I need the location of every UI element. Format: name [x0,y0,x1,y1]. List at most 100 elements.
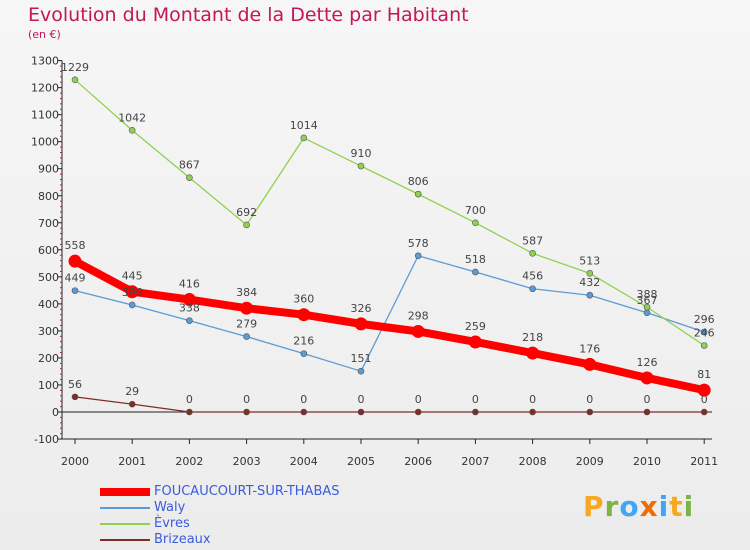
data-point [643,309,651,317]
data-label: 1229 [61,61,89,74]
data-point [529,250,536,257]
data-label: 587 [522,234,543,247]
data-label: 29 [125,385,139,398]
logo-letter: t [669,490,684,523]
data-label: 279 [236,318,257,331]
series-line [71,257,709,395]
data-label: 298 [408,309,429,322]
y-tick-label: 900 [38,163,59,176]
y-tick-label: 100 [38,379,59,392]
legend-label: FOUCAUCOURT-SUR-THABAS [154,484,340,499]
data-label: 151 [351,352,372,365]
y-tick-label: -100 [34,433,59,446]
legend-label: Brizeaux [154,532,211,547]
chart-title: Evolution du Montant de la Dette par Hab… [28,4,469,26]
data-label: 56 [68,378,82,391]
data-point [300,134,308,142]
data-label: 259 [465,320,486,333]
data-point [472,408,479,416]
data-point [529,285,536,293]
x-tick-label: 2009 [576,455,604,468]
legend-swatch [100,507,150,509]
series-line [74,396,705,413]
data-label: 692 [236,206,257,219]
data-label: 218 [522,331,543,344]
data-point [468,335,482,349]
logo-letter: P [583,490,605,523]
data-point [128,301,136,309]
data-label: 910 [351,147,372,160]
legend-item: Waly [100,500,340,516]
logo-letter: o [619,490,640,523]
data-label: 578 [408,237,429,250]
y-tick-label: 200 [38,352,59,365]
data-label: 456 [522,270,543,283]
data-label: 518 [465,253,486,266]
data-point [700,342,708,349]
x-tick-label: 2011 [690,455,718,468]
x-tick-label: 2000 [61,455,89,468]
data-label: 1014 [290,119,318,132]
series-line [74,255,705,372]
data-label: 0 [586,393,593,406]
data-point [128,400,136,408]
data-point [357,408,365,416]
data-point [414,408,422,416]
data-point [643,408,651,416]
legend-swatch [100,539,150,541]
y-tick-label: 400 [38,298,59,311]
series-line [74,79,705,347]
data-label: 388 [637,288,658,301]
logo-letter: i [658,490,670,523]
data-label: 0 [358,393,365,406]
data-point [297,308,311,322]
data-point [300,350,308,357]
data-point [640,371,654,385]
data-label: 867 [179,159,200,172]
data-point [186,174,193,181]
y-tick-label: 600 [38,244,59,257]
data-point [586,270,594,277]
x-tick-label: 2003 [233,455,261,468]
data-label: 1042 [118,111,146,124]
data-point [411,324,425,338]
data-label: 416 [179,278,200,291]
y-tick-label: 800 [38,190,59,203]
data-point [354,317,368,331]
logo-letter: x [639,490,659,523]
data-label: 558 [65,239,86,252]
y-tick-label: 1200 [31,82,59,95]
data-point [583,357,597,371]
data-label: 81 [697,368,711,381]
data-point [68,254,82,268]
legend-swatch [100,523,150,525]
y-tick-label: 1000 [31,136,59,149]
data-point [357,162,365,170]
data-label: 326 [351,302,372,315]
data-label: 0 [243,393,250,406]
data-label: 396 [122,286,143,299]
data-label: 216 [293,335,314,348]
data-label: 367 [637,294,658,307]
data-label: 432 [579,276,600,289]
data-point [357,367,365,375]
y-tick-label: 1100 [31,109,59,122]
legend: FOUCAUCOURT-SUR-THABAS Waly Èvres Brizea… [100,484,340,548]
data-label: 176 [579,342,600,355]
data-label: 296 [694,313,715,326]
x-tick-label: 2002 [175,455,203,468]
logo-letter: i [683,490,695,523]
data-label: 0 [415,393,422,406]
data-label: 126 [637,356,658,369]
data-label: 0 [644,393,651,406]
chart-unit-label: (en €) [28,28,61,41]
data-point [414,252,422,260]
data-point [71,393,79,401]
data-point [472,268,479,276]
data-label: 806 [408,175,429,188]
data-label: 0 [472,393,479,406]
data-point [71,76,79,84]
data-label: 246 [694,327,715,340]
data-point [182,293,196,307]
